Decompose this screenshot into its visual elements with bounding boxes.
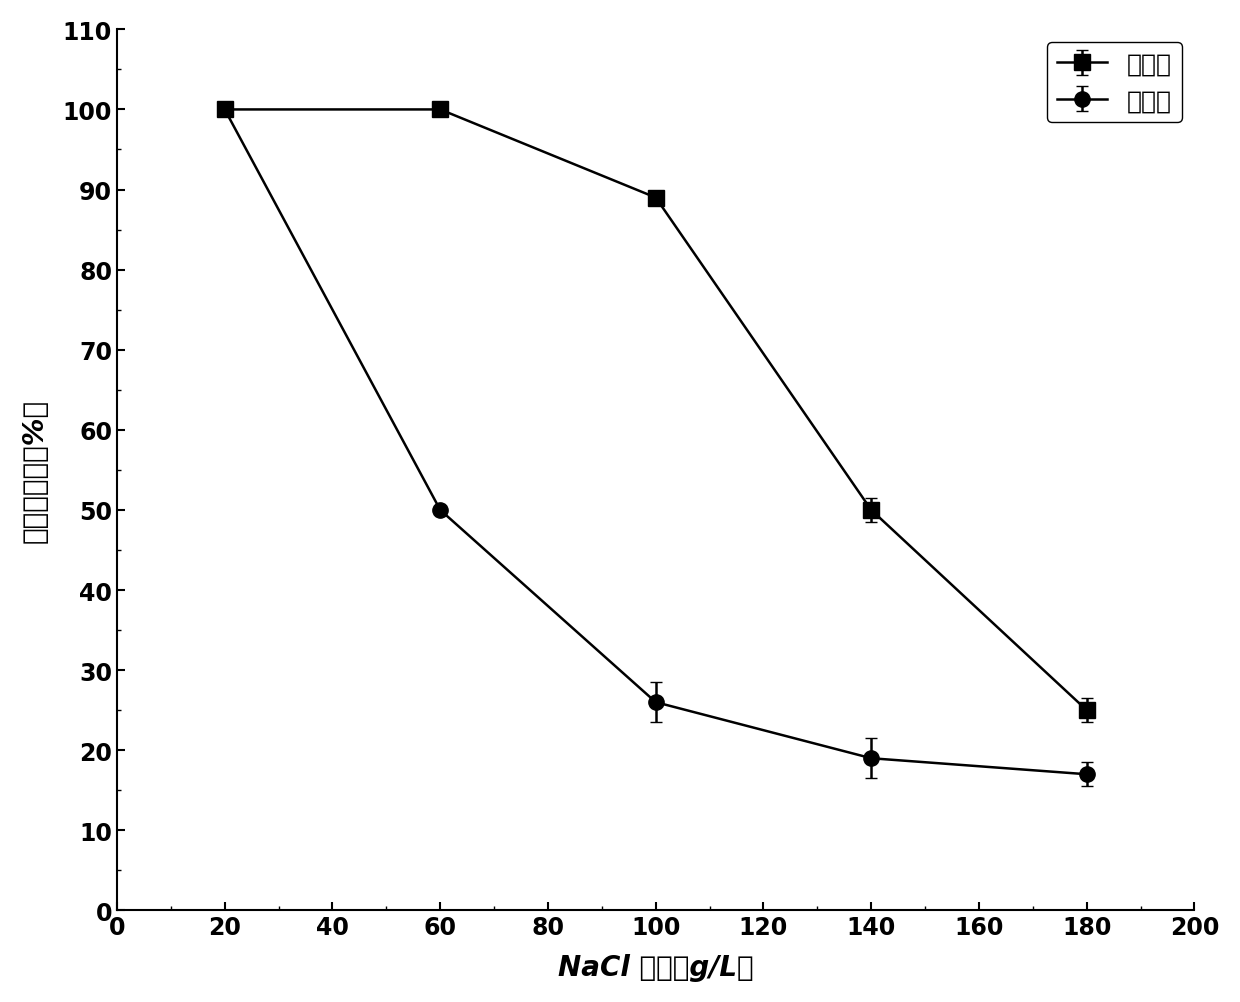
- X-axis label: NaCl 浓度（g/L）: NaCl 浓度（g/L）: [558, 953, 754, 981]
- Legend: 处理组, 对照组: 处理组, 对照组: [1047, 43, 1182, 123]
- Y-axis label: 苯酚去除率（%）: 苯酚去除率（%）: [21, 399, 48, 542]
